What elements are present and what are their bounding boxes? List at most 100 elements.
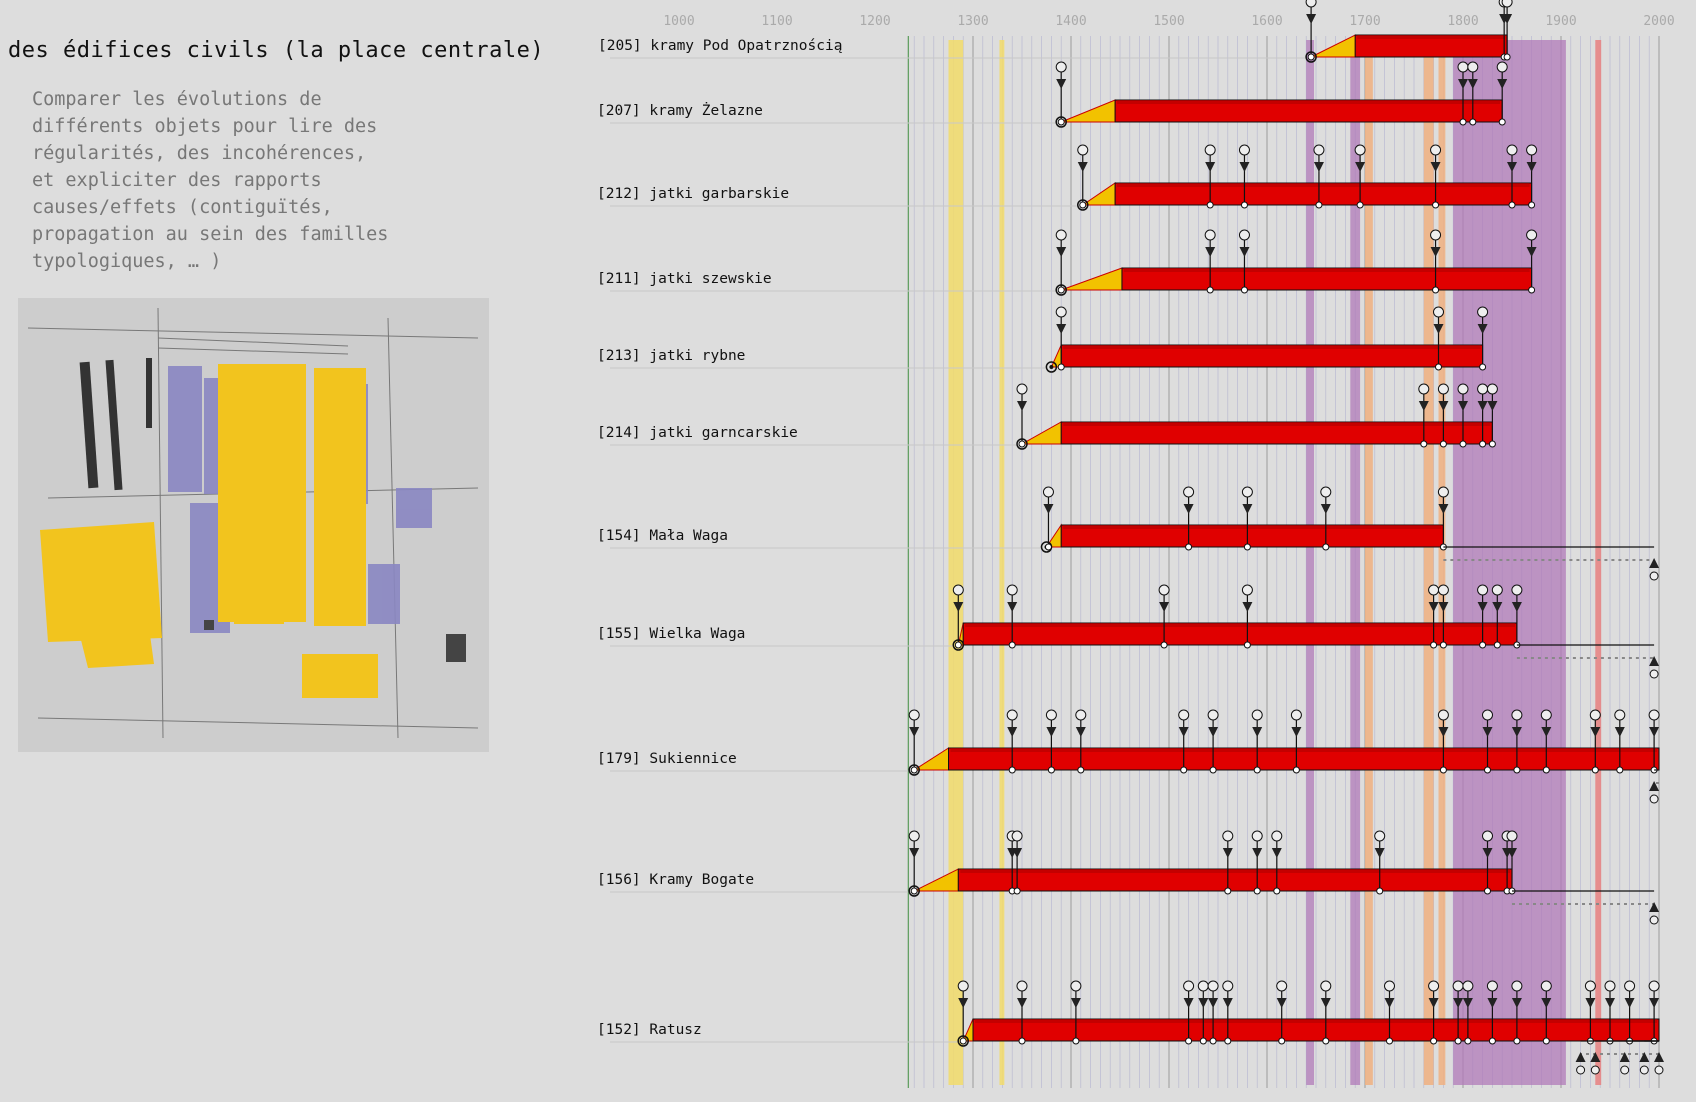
event-symbol <box>952 584 964 596</box>
event-symbol <box>1430 144 1442 156</box>
event-node <box>1484 887 1491 895</box>
event-node <box>910 887 918 895</box>
event-marker <box>1649 781 1660 791</box>
event-node <box>1432 201 1440 209</box>
event-marker <box>1526 162 1537 172</box>
event-symbol <box>1486 383 1498 395</box>
page-title: des édifices civils (la place centrale) <box>8 38 545 63</box>
event-node <box>1199 1037 1207 1045</box>
event-symbol <box>1576 1065 1586 1075</box>
event-node <box>1243 543 1251 551</box>
event-symbol <box>1006 709 1018 721</box>
x-tick-label: 1400 <box>1055 14 1086 29</box>
event-marker <box>1458 401 1468 411</box>
event-node <box>1185 1037 1193 1045</box>
event-node <box>1454 1037 1462 1045</box>
event-marker <box>1619 1052 1630 1062</box>
event-marker <box>1649 656 1660 666</box>
event-marker <box>953 602 964 612</box>
site-plan-drawing <box>18 298 489 752</box>
event-marker <box>1183 504 1194 514</box>
event-symbol <box>1614 709 1626 721</box>
event-marker <box>1438 727 1449 737</box>
start-node <box>1045 361 1058 373</box>
event-node <box>1498 118 1506 126</box>
event-node <box>1018 440 1026 448</box>
event-marker <box>1208 998 1219 1008</box>
event-symbol <box>1526 144 1538 156</box>
event-node <box>1435 363 1442 371</box>
event-node <box>1018 1037 1026 1045</box>
event-node <box>1077 766 1085 774</box>
event-marker <box>1477 324 1488 334</box>
event-symbol <box>1649 571 1659 581</box>
event-marker <box>1007 727 1018 737</box>
event-symbol <box>1313 144 1325 156</box>
event-marker <box>1159 602 1170 612</box>
event-symbol <box>1418 383 1430 395</box>
event-marker <box>1320 998 1331 1008</box>
event-symbol <box>1501 0 1513 8</box>
event-node <box>1542 1037 1550 1045</box>
bar-top-shade <box>1063 525 1442 529</box>
period-band <box>1423 40 1434 1085</box>
event-symbol <box>1649 669 1659 679</box>
event-node <box>1513 766 1521 774</box>
event-marker <box>1605 998 1615 1008</box>
event-marker <box>1649 902 1660 912</box>
bar-top-shade <box>1117 100 1501 104</box>
period-band <box>1350 40 1361 1085</box>
event-node <box>1057 286 1065 294</box>
event-node <box>1508 201 1516 209</box>
event-symbol <box>1486 980 1498 992</box>
event-symbol <box>1649 794 1659 804</box>
event-node <box>1430 641 1438 649</box>
event-symbol <box>1526 229 1538 241</box>
event-node <box>910 766 918 774</box>
event-symbol <box>1204 144 1216 156</box>
event-marker <box>1252 727 1263 737</box>
period-band <box>1453 40 1566 1085</box>
event-marker <box>1507 848 1517 858</box>
event-symbol <box>1241 584 1253 596</box>
event-node <box>1307 53 1315 61</box>
event-marker <box>1487 401 1498 411</box>
event-marker <box>1433 324 1444 334</box>
event-symbol <box>1374 830 1386 842</box>
event-marker <box>1430 162 1441 172</box>
event-marker <box>1482 848 1493 858</box>
event-node <box>1322 543 1330 551</box>
event-marker <box>1654 1052 1664 1062</box>
event-marker <box>1205 247 1216 257</box>
event-symbol <box>1241 486 1253 498</box>
event-symbol <box>1437 383 1449 395</box>
event-symbol <box>1624 980 1636 992</box>
bar-top-shade <box>1063 345 1481 349</box>
event-symbol <box>1045 709 1057 721</box>
event-marker <box>1252 848 1263 858</box>
event-symbol <box>1251 709 1263 721</box>
event-marker <box>958 998 969 1008</box>
event-node <box>1224 887 1232 895</box>
event-symbol <box>908 830 920 842</box>
event-symbol <box>1251 830 1263 842</box>
event-node <box>1322 1037 1330 1045</box>
event-symbol <box>1222 980 1234 992</box>
row-label: [211] jatki szewskie <box>597 271 772 287</box>
event-marker <box>1355 162 1366 172</box>
event-marker <box>1056 247 1067 257</box>
event-symbol <box>1477 584 1489 596</box>
event-node <box>1243 641 1251 649</box>
event-marker <box>1639 1052 1650 1062</box>
event-node <box>1240 286 1248 294</box>
event-symbol <box>1207 980 1219 992</box>
ramp-wedge <box>1310 34 1356 58</box>
event-node <box>1224 1037 1232 1045</box>
event-node <box>1386 1037 1393 1045</box>
event-node <box>1464 1037 1472 1045</box>
event-symbol <box>1648 709 1660 721</box>
ramp-wedge <box>912 747 949 771</box>
event-symbol <box>1477 383 1489 395</box>
event-symbol <box>1511 584 1523 596</box>
event-node <box>1209 1037 1217 1045</box>
